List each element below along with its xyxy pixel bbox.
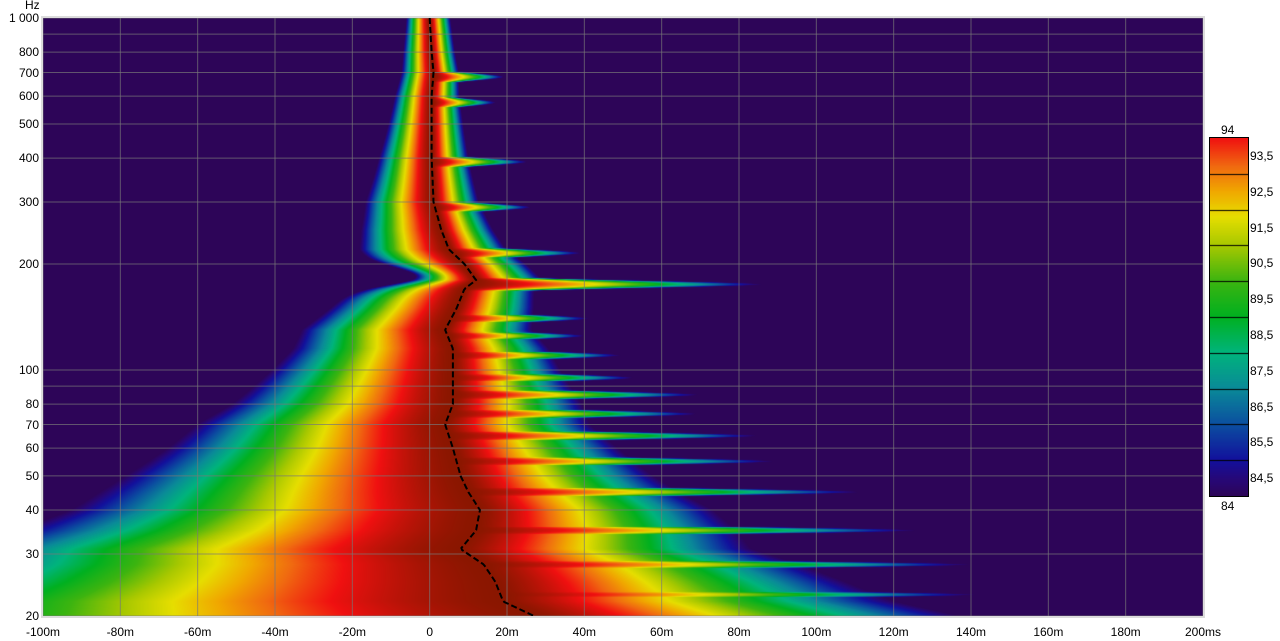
x-tick-label: 180m <box>1110 625 1141 639</box>
spectrogram-plot <box>43 18 1203 616</box>
x-tick-label: -40m <box>261 625 289 639</box>
colorbar <box>1209 137 1249 497</box>
y-tick-label: 1 000 <box>8 11 39 25</box>
colorbar-tick-label: 93,5 <box>1250 148 1274 163</box>
y-tick-label: 30 <box>25 547 39 562</box>
x-tick-label: 80m <box>727 625 751 639</box>
x-tick-label: 140m <box>955 625 987 639</box>
colorbar-tick-label: 86,5 <box>1250 399 1274 414</box>
y-tick-label: 20 <box>25 609 39 623</box>
y-tick-label: 60 <box>25 441 39 456</box>
x-tick-label: 120m <box>878 625 909 639</box>
spectrogram-heatmap <box>43 18 1203 616</box>
y-tick-label: 600 <box>18 89 39 104</box>
y-tick-label: 500 <box>18 116 39 131</box>
peak-time-curve <box>428 18 535 616</box>
y-tick-label: 40 <box>25 503 39 518</box>
y-tick-label: 700 <box>18 65 39 80</box>
x-tick-label: -100m <box>25 625 61 639</box>
colorbar-max-label: 94 <box>1221 123 1235 137</box>
x-tick-label: 20m <box>495 625 519 639</box>
y-tick-label: 100 <box>18 362 39 377</box>
colorbar-tick-label: 89,5 <box>1250 292 1274 307</box>
y-tick-label: 70 <box>25 417 39 432</box>
colorbar-tick-label: 87,5 <box>1250 363 1274 378</box>
colorbar-tick-label: 88,5 <box>1250 327 1274 342</box>
colorbar-tick-label: 92,5 <box>1250 184 1274 199</box>
y-tick-label: 50 <box>25 468 39 483</box>
colorbar-min-label: 84 <box>1221 499 1235 513</box>
x-tick-label: 60m <box>649 625 674 639</box>
x-tick-label: 40m <box>572 625 596 639</box>
x-tick-label: -20m <box>338 625 366 639</box>
x-tick-label: 200ms <box>1184 625 1222 639</box>
x-tick-label: 0 <box>426 625 433 639</box>
y-tick-label: 800 <box>18 45 39 60</box>
colorbar-tick-label: 91,5 <box>1250 220 1274 235</box>
x-tick-label: 100m <box>801 625 832 639</box>
y-tick-label: 200 <box>18 257 39 272</box>
colorbar-tick-label: 90,5 <box>1250 256 1274 271</box>
y-tick-label: 80 <box>25 397 39 412</box>
x-tick-label: 160m <box>1033 625 1064 639</box>
colorbar-tick-label: 84,5 <box>1250 471 1274 486</box>
grid-overlay <box>43 18 1203 616</box>
x-tick-label: -60m <box>183 625 212 639</box>
colorbar-tick-label: 85,5 <box>1250 435 1274 450</box>
y-tick-label: 300 <box>18 195 39 210</box>
x-tick-label: -80m <box>106 625 134 639</box>
y-axis-unit: Hz <box>25 0 40 12</box>
y-tick-label: 400 <box>18 151 39 166</box>
